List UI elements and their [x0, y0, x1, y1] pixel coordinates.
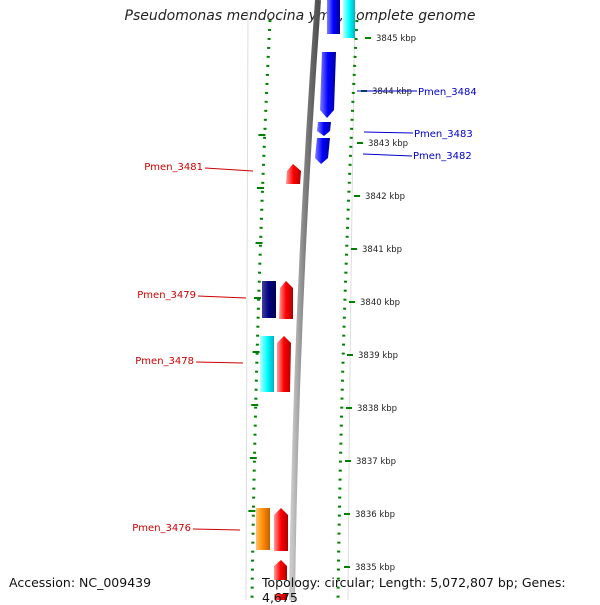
map-title: Pseudomonas mendocina ymp, complete geno… [124, 8, 476, 24]
gene-cyan [343, 0, 355, 38]
tick-label: 3842 kbp [365, 192, 405, 202]
genome-backbone [289, 0, 321, 600]
genes [256, 0, 355, 600]
gene-red [279, 281, 293, 319]
gene-label: Pmen_3476 [132, 523, 191, 534]
gene-blue [317, 122, 331, 136]
topology-text: Topology: circular; Length: 5,072,807 bp… [262, 575, 566, 605]
gene-label: Pmen_3479 [137, 290, 196, 301]
tick-label: 3843 kbp [368, 139, 408, 149]
gene-blue [327, 0, 340, 34]
gene-red [274, 560, 287, 580]
gene-labels: Pmen_3484 Pmen_3483 Pmen_3482 Pmen_3481 … [132, 87, 476, 534]
gene-orange [256, 508, 270, 550]
gene-red [274, 508, 288, 551]
gene-label: Pmen_3482 [413, 151, 472, 162]
gene-cyan [260, 336, 274, 392]
gene-label: Pmen_3484 [418, 87, 477, 98]
gene-label: Pmen_3481 [144, 162, 203, 173]
kbp-ticks: 3845 kbp 3844 kbp 3843 kbp 3842 kbp 3841… [355, 34, 416, 573]
tick-label: 3845 kbp [376, 34, 416, 44]
gene-label: Pmen_3478 [135, 356, 194, 367]
outer-band-edge [347, 9, 356, 600]
tick-label: 3839 kbp [358, 351, 398, 361]
gene-label: Pmen_3483 [414, 129, 473, 140]
tick-label: 3840 kbp [360, 298, 400, 308]
gene-navy [262, 281, 276, 318]
gene-red [277, 336, 291, 392]
gene-blue [320, 52, 336, 118]
tick-label: 3838 kbp [357, 404, 397, 414]
tick-label: 3836 kbp [355, 510, 395, 520]
inner-band-edge [245, 9, 249, 600]
gc-dashes [248, 134, 266, 512]
gene-red [274, 594, 287, 600]
accession-text: Accession: NC_009439 [9, 575, 152, 590]
gene-red [286, 164, 301, 184]
tick-label: 3835 kbp [355, 563, 395, 573]
tick-label: 3841 kbp [362, 245, 402, 255]
gene-blue [315, 138, 330, 164]
tick-label: 3844 kbp [372, 87, 412, 97]
tick-label: 3837 kbp [356, 457, 396, 467]
